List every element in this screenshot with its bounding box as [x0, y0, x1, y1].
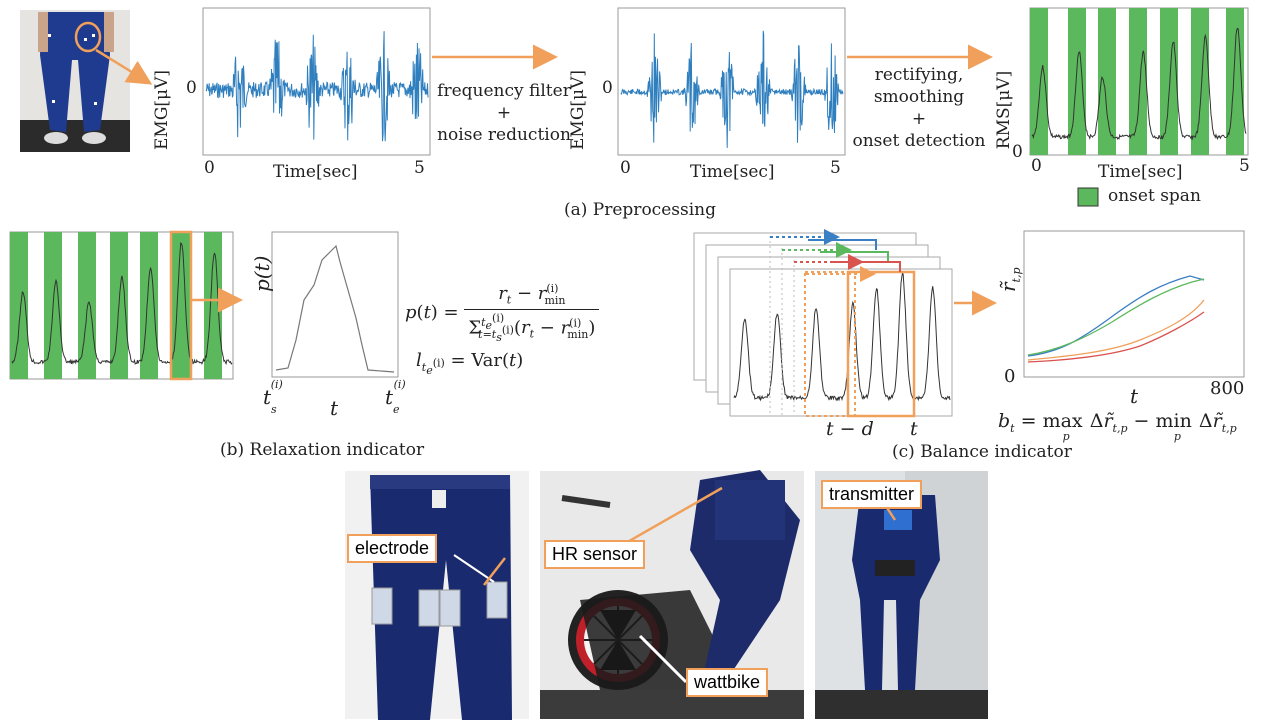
raw-xlabel: Time[sec] [273, 162, 358, 182]
filtered-x-start: 0 [620, 158, 631, 178]
pt-formula: p(t) = rt − r(i)min Σte(i)t=ts(i)(rt − r… [405, 282, 599, 344]
rms-ylabel: RMS[μV] [994, 68, 1014, 148]
balance-formula: bt = maxpΔr̃t,p − minpΔr̃t,p [998, 410, 1237, 435]
pt-x-end: te(i) [385, 385, 412, 412]
raw-x-start: 0 [204, 158, 215, 178]
rms-xlabel: Time[sec] [1098, 162, 1183, 182]
onset-legend-label: onset span [1108, 186, 1201, 206]
pt-ylabel: p(t) [250, 256, 274, 292]
filtered-y-zero: 0 [602, 78, 613, 98]
pt-x-start: ts(i) [263, 385, 289, 412]
raw-ylabel: EMG[μV] [152, 68, 172, 148]
rms-plot [1030, 8, 1248, 155]
balance-x-end: 800 [1210, 378, 1244, 399]
balance-x-axis-label: t [1130, 384, 1138, 408]
rms-x-start: 0 [1031, 156, 1042, 176]
electrode-callout: electrode [347, 534, 437, 563]
length-formula: lte(i) = Var(t) [416, 350, 523, 377]
relaxation-bands-plot [10, 232, 233, 379]
caption-balance: (c) Balance indicator [892, 442, 1072, 462]
caption-preprocessing: (a) Preprocessing [564, 200, 716, 220]
balance-ylabel: r̃t,p [996, 267, 1023, 292]
wattbike-callout: wattbike [686, 668, 768, 697]
pants-photo [345, 471, 529, 720]
balance-lines-plot [1024, 231, 1244, 377]
balance-window-stack [694, 233, 952, 416]
transmitter-callout: transmitter [821, 480, 922, 509]
caption-relaxation: (b) Relaxation indicator [220, 440, 424, 460]
pt-plot [272, 232, 398, 377]
balance-x-t: t [910, 418, 918, 440]
rms-x-end: 5 [1239, 156, 1250, 176]
rectify-step-text: rectifying, smoothing + onset detection [850, 64, 988, 152]
balance-x-start: 0 [1004, 366, 1015, 387]
raw-emg-plot [203, 8, 430, 155]
filtered-emg-plot [618, 8, 845, 155]
raw-x-end: 5 [414, 158, 425, 178]
raw-y-zero: 0 [186, 78, 197, 98]
legs-photo [20, 10, 130, 152]
rms-y-zero: 0 [1012, 142, 1023, 162]
filtered-x-end: 5 [830, 158, 841, 178]
filter-step-text: frequency filter + noise reduction [436, 80, 572, 146]
onset-legend-swatch [1078, 188, 1098, 206]
balance-x-td: t − d [826, 418, 874, 440]
hr-sensor-callout: HR sensor [544, 540, 645, 569]
pt-x-mid: t [330, 396, 338, 420]
filtered-ylabel: EMG[μV] [568, 68, 588, 148]
filtered-xlabel: Time[sec] [690, 162, 775, 182]
